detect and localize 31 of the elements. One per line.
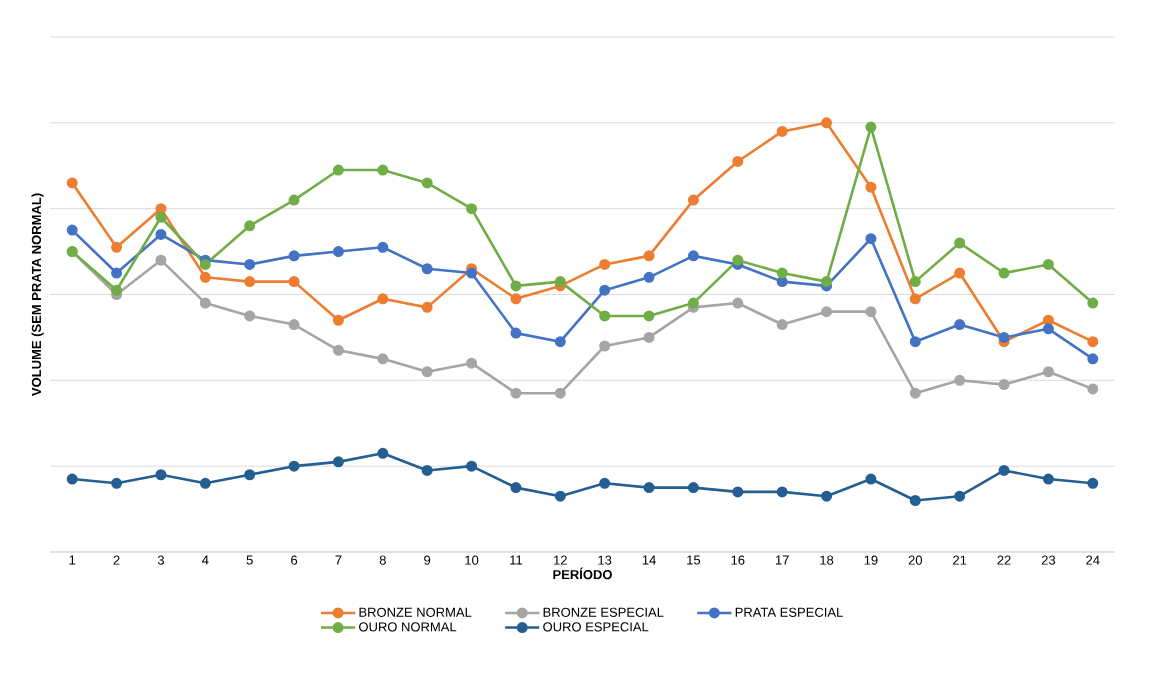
x-tick-label: 6 [291, 555, 298, 565]
x-tick-label: 7 [335, 555, 342, 565]
legend-label: BRONZE ESPECIAL [543, 607, 664, 617]
x-tick-label: 8 [379, 555, 386, 565]
x-tick-label: 14 [642, 555, 656, 565]
x-tick-label: 19 [864, 555, 878, 565]
x-tick-label: 10 [465, 555, 479, 565]
x-tick-label: 24 [1086, 555, 1100, 565]
x-tick-label: 5 [246, 555, 253, 565]
x-tick-label: 9 [424, 555, 431, 565]
x-tick-label: 21 [953, 555, 967, 565]
legend-label: OURO NORMAL [359, 622, 457, 632]
x-tick-label: 2 [113, 555, 120, 565]
y-axis-title: VOLUME (SEM PRATA NORMAL) [31, 193, 44, 396]
legend-label: PRATA ESPECIAL [735, 607, 843, 617]
x-tick-label: 20 [908, 555, 923, 565]
x-tick-label: 12 [554, 555, 567, 565]
x-tick-label: 22 [997, 555, 1011, 565]
x-tick-label: 11 [510, 555, 523, 565]
x-tick-label: 23 [1041, 555, 1056, 565]
x-tick-label: 15 [687, 555, 701, 565]
x-tick-label: 1 [69, 555, 76, 565]
x-tick-label: 18 [820, 555, 834, 565]
x-axis-title: PERÍODO [553, 567, 612, 580]
x-tick-label: 4 [202, 555, 209, 565]
legend-label: BRONZE NORMAL [359, 607, 472, 617]
legend-label: OURO ESPECIAL [543, 622, 649, 632]
x-tick-label: 3 [157, 555, 164, 565]
x-tick-label: 17 [775, 555, 789, 565]
x-tick-label: 13 [598, 555, 612, 565]
x-tick-label: 16 [731, 555, 745, 565]
